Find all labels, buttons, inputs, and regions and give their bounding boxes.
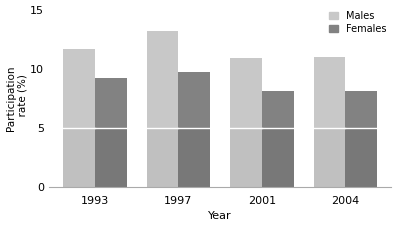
Bar <box>230 58 262 128</box>
Bar <box>146 31 178 128</box>
Bar <box>63 49 95 128</box>
Bar <box>178 128 210 187</box>
Bar <box>314 128 345 187</box>
Bar <box>146 128 178 187</box>
Bar <box>314 57 345 128</box>
Bar <box>345 128 377 187</box>
Bar <box>262 128 294 187</box>
Bar <box>63 128 95 187</box>
Bar <box>345 91 377 128</box>
Legend: Males, Females: Males, Females <box>329 11 387 34</box>
Bar <box>262 91 294 128</box>
Bar <box>178 72 210 128</box>
X-axis label: Year: Year <box>208 211 232 222</box>
Bar <box>95 78 127 128</box>
Bar <box>95 128 127 187</box>
Y-axis label: Participation
  rate (%): Participation rate (%) <box>6 65 27 131</box>
Bar <box>230 128 262 187</box>
